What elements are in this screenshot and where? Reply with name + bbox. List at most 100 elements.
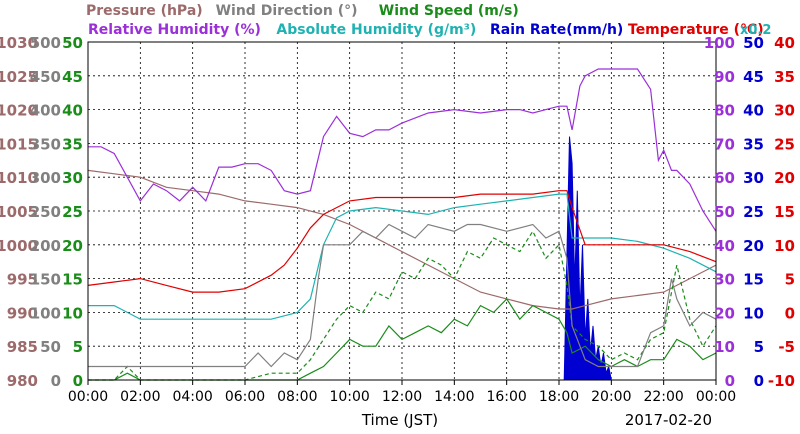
y-tick-rain_rate: 10 (743, 304, 764, 322)
y-tick-wind_speed: 30 (62, 169, 83, 187)
y-tick-temperature: -5 (778, 338, 795, 356)
y-tick-rain_rate: 0 (754, 372, 764, 390)
y-tick-temperature: 35 (774, 68, 795, 86)
y-tick-pressure: 1025 (0, 68, 38, 86)
y-tick-pressure: 1010 (0, 169, 38, 187)
x-tick-label: 10:00 (329, 389, 369, 405)
y-tick-wind_direction: 50 (40, 338, 61, 356)
y-tick-wind_direction: 0 (51, 372, 61, 390)
y-tick-relative_humidity: 20 (714, 304, 735, 322)
y-tick-wind_speed: 35 (62, 135, 83, 153)
y-tick-relative_humidity: 30 (714, 271, 735, 289)
x-tick-label: 14:00 (434, 389, 474, 405)
series-relative-humidity (88, 68, 717, 232)
title-item: Absolute Humidity (g/m³) (276, 22, 476, 38)
x-tick-label: 12:00 (382, 389, 422, 405)
y-tick-relative_humidity: 90 (714, 68, 735, 86)
series-rain-rate-mm-h (88, 136, 716, 381)
y-tick-pressure: 985 (7, 338, 38, 356)
x-tick-label: 20:00 (591, 389, 631, 405)
x-tick-label: 02:00 (120, 389, 160, 405)
y-tick-rain_rate: 20 (743, 237, 764, 255)
y-tick-wind_direction: 400 (30, 102, 61, 120)
chart-titles: Pressure (hPa) Wind Direction (°) Wind Spe… (86, 3, 771, 38)
x-tick-label: 04:00 (172, 389, 212, 405)
series-layer (87, 68, 717, 381)
title-item: Wind Direction (°) (216, 3, 358, 19)
y-tick-temperature: 25 (774, 135, 795, 153)
date-label: 2017-02-20 (625, 411, 712, 429)
y-tick-rain_rate: 15 (743, 271, 764, 289)
y-tick-relative_humidity: 50 (714, 203, 735, 221)
y-tick-relative_humidity: 80 (714, 102, 735, 120)
y-tick-temperature: 20 (774, 169, 795, 187)
y-tick-temperature: 15 (774, 203, 795, 221)
series-wind-direction (88, 223, 717, 368)
x-tick-label: 00:00 (696, 389, 736, 405)
y-tick-wind_direction: 300 (30, 169, 61, 187)
y-tick-rain_rate: 35 (743, 135, 764, 153)
y-tick-pressure: 1000 (0, 237, 38, 255)
title-item: Temperature (°C) (628, 22, 764, 38)
y-tick-pressure: 1020 (0, 102, 38, 120)
title-item: Relative Humidity (%) (88, 22, 261, 38)
y-tick-wind_direction: 100 (30, 304, 61, 322)
y-tick-wind_direction: 450 (30, 68, 61, 86)
y-tick-pressure: 1005 (0, 203, 38, 221)
y-tick-temperature: 0 (785, 304, 795, 322)
x-axis-label: Time (JST) (361, 411, 438, 429)
title-item: x0.2 (740, 23, 771, 38)
y-tick-wind_speed: 50 (62, 34, 83, 52)
y-tick-relative_humidity: 100 (704, 34, 735, 52)
y-tick-temperature: 40 (774, 34, 795, 52)
y-tick-wind_direction: 150 (30, 271, 61, 289)
y-tick-rain_rate: 40 (743, 102, 764, 120)
grid-lines (88, 42, 716, 380)
y-tick-relative_humidity: 70 (714, 135, 735, 153)
y-tick-pressure: 990 (7, 304, 38, 322)
y-tick-rain_rate: 30 (743, 169, 764, 187)
y-tick-wind_direction: 250 (30, 203, 61, 221)
y-tick-pressure: 980 (7, 372, 38, 390)
series-temperature-c (87, 190, 717, 293)
y-axes: 1030102510201015101010051000995990985980… (0, 34, 795, 390)
y-tick-relative_humidity: 40 (714, 237, 735, 255)
y-tick-rain_rate: 25 (743, 203, 764, 221)
x-axis: 00:00 02:00 04:00 06:00 08:00 10:00 12:00 14:00… (68, 380, 736, 405)
y-tick-temperature: 10 (774, 237, 795, 255)
y-tick-rain_rate: 50 (743, 34, 764, 52)
title-item: Rain Rate(mm/h) (490, 22, 623, 38)
y-tick-wind_speed: 40 (62, 102, 83, 120)
y-tick-wind_speed: 5 (73, 338, 83, 356)
y-tick-wind_speed: 10 (62, 304, 83, 322)
series-absolute-humidity-g-m (88, 193, 717, 320)
y-tick-wind_speed: 0 (73, 372, 83, 390)
y-tick-rain_rate: 45 (743, 68, 764, 86)
y-tick-relative_humidity: 10 (714, 338, 735, 356)
y-tick-wind_speed: 45 (62, 68, 83, 86)
x-tick-label: 06:00 (225, 389, 265, 405)
y-tick-wind_speed: 15 (62, 271, 83, 289)
x-tick-label: 16:00 (486, 389, 526, 405)
y-tick-pressure: 1030 (0, 34, 38, 52)
y-tick-rain_rate: 5 (754, 338, 764, 356)
y-tick-pressure: 1015 (0, 135, 38, 153)
y-tick-wind_direction: 350 (30, 135, 61, 153)
y-tick-temperature: -10 (768, 372, 795, 390)
y-tick-wind_direction: 500 (30, 34, 61, 52)
y-tick-wind_speed: 25 (62, 203, 83, 221)
title-item: Wind Speed (m/s) (379, 3, 519, 19)
y-tick-temperature: 5 (785, 271, 795, 289)
x-tick-label: 08:00 (277, 389, 317, 405)
x-tick-label: 00:00 (68, 389, 108, 405)
y-tick-pressure: 995 (7, 271, 38, 289)
x-tick-label: 18:00 (539, 389, 579, 405)
y-tick-relative_humidity: 60 (714, 169, 735, 187)
y-tick-wind_direction: 200 (30, 237, 61, 255)
title-item: Pressure (hPa) (86, 3, 203, 19)
x-tick-label: 22:00 (643, 389, 683, 405)
y-tick-wind_speed: 20 (62, 237, 83, 255)
y-tick-relative_humidity: 0 (725, 372, 735, 390)
